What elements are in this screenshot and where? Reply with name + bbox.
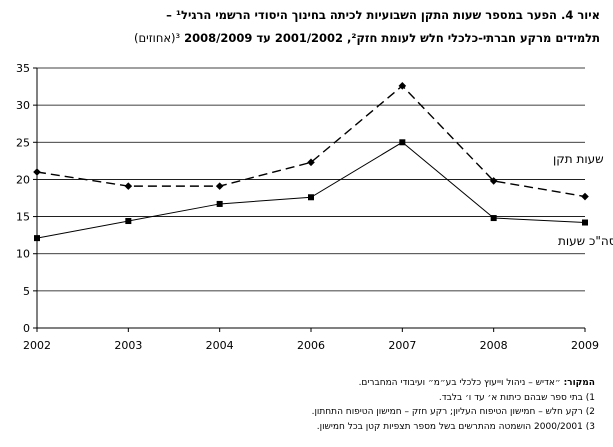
- x-axis-ticks: 2002 2003 2004 2006 2007 2008 2009: [23, 328, 599, 352]
- note-1: 1) בתי ספר שבהם כיתות א׳ עד ו׳ בלבד.: [438, 392, 595, 403]
- y-tick-label: 5: [23, 285, 30, 298]
- notes: המקור: ״אדיש – ניהול וייעוץ כלכלי בע״מ״ …: [35, 376, 595, 434]
- x-tick-label: 2008: [480, 339, 508, 352]
- data-point-square: [125, 218, 132, 225]
- source-label: המקור:: [563, 378, 595, 388]
- y-tick-label: 20: [16, 173, 30, 186]
- gridlines: [37, 67, 585, 292]
- x-tick-label: 2009: [571, 339, 599, 352]
- data-point-square: [399, 139, 406, 146]
- source-line: המקור: ״אדיש – ניהול וייעוץ כלכלי בע״מ״ …: [35, 376, 595, 391]
- series-line-1: [36, 84, 586, 198]
- x-tick-label: 2007: [388, 339, 416, 352]
- data-point-diamond: [307, 158, 315, 167]
- data-point-diamond: [215, 182, 224, 190]
- y-tick-label: 25: [16, 136, 30, 149]
- y-tick-label: 35: [16, 62, 30, 75]
- series-layer: [33, 82, 589, 242]
- data-point-square: [308, 194, 314, 201]
- data-point-square: [582, 219, 588, 226]
- note-3: 3) 2000/2001 הושמטה מהתרשים בשל מספר תצפ…: [316, 421, 595, 432]
- series-label-1: שעות תקן: [553, 152, 604, 166]
- series-labels: שעות תקן סה"כ שעות: [553, 152, 613, 248]
- data-point-square: [34, 235, 40, 242]
- data-point-diamond: [33, 168, 41, 176]
- chart-title: איור 4. הפער במספר שעות התקן השבועיות לכ…: [0, 4, 600, 50]
- data-point-square: [490, 215, 497, 222]
- title-line-2-unit: ³(אחוזים): [134, 31, 181, 45]
- data-point-diamond: [124, 182, 133, 190]
- title-line-1: איור 4. הפער במספר שעות התקן השבועיות לכ…: [166, 8, 600, 22]
- series-label-2: סה"כ שעות: [558, 234, 613, 248]
- x-tick-label: 2003: [114, 339, 142, 352]
- data-point-diamond: [398, 82, 407, 90]
- x-tick-label: 2004: [206, 339, 234, 352]
- x-tick-label: 2002: [23, 339, 51, 352]
- y-axis-ticks: 0 5 10 15 20 25 30 35: [16, 62, 37, 335]
- y-tick-label: 10: [16, 248, 30, 261]
- data-point-diamond: [581, 192, 589, 201]
- y-tick-label: 15: [16, 211, 30, 224]
- y-tick-label: 0: [23, 322, 30, 335]
- data-point-diamond: [489, 177, 498, 185]
- note-2: 2) רקע חלש – חמישון הטיפוח העליון; רקע ח…: [311, 407, 595, 417]
- y-tick-label: 30: [16, 99, 30, 112]
- source-text: ״אדיש – ניהול וייעוץ כלכלי בע״מ״ ועיבודי…: [358, 378, 561, 388]
- title-line-2-main: תלמידים מרקע חברתי-כלכלי חלש לעומת חזק²,…: [184, 31, 600, 45]
- title-line-2: תלמידים מרקע חברתי-כלכלי חלש לעומת חזק²,…: [0, 27, 600, 50]
- series-line-2: [36, 141, 586, 239]
- data-point-square: [216, 200, 223, 207]
- x-tick-label: 2006: [297, 339, 325, 352]
